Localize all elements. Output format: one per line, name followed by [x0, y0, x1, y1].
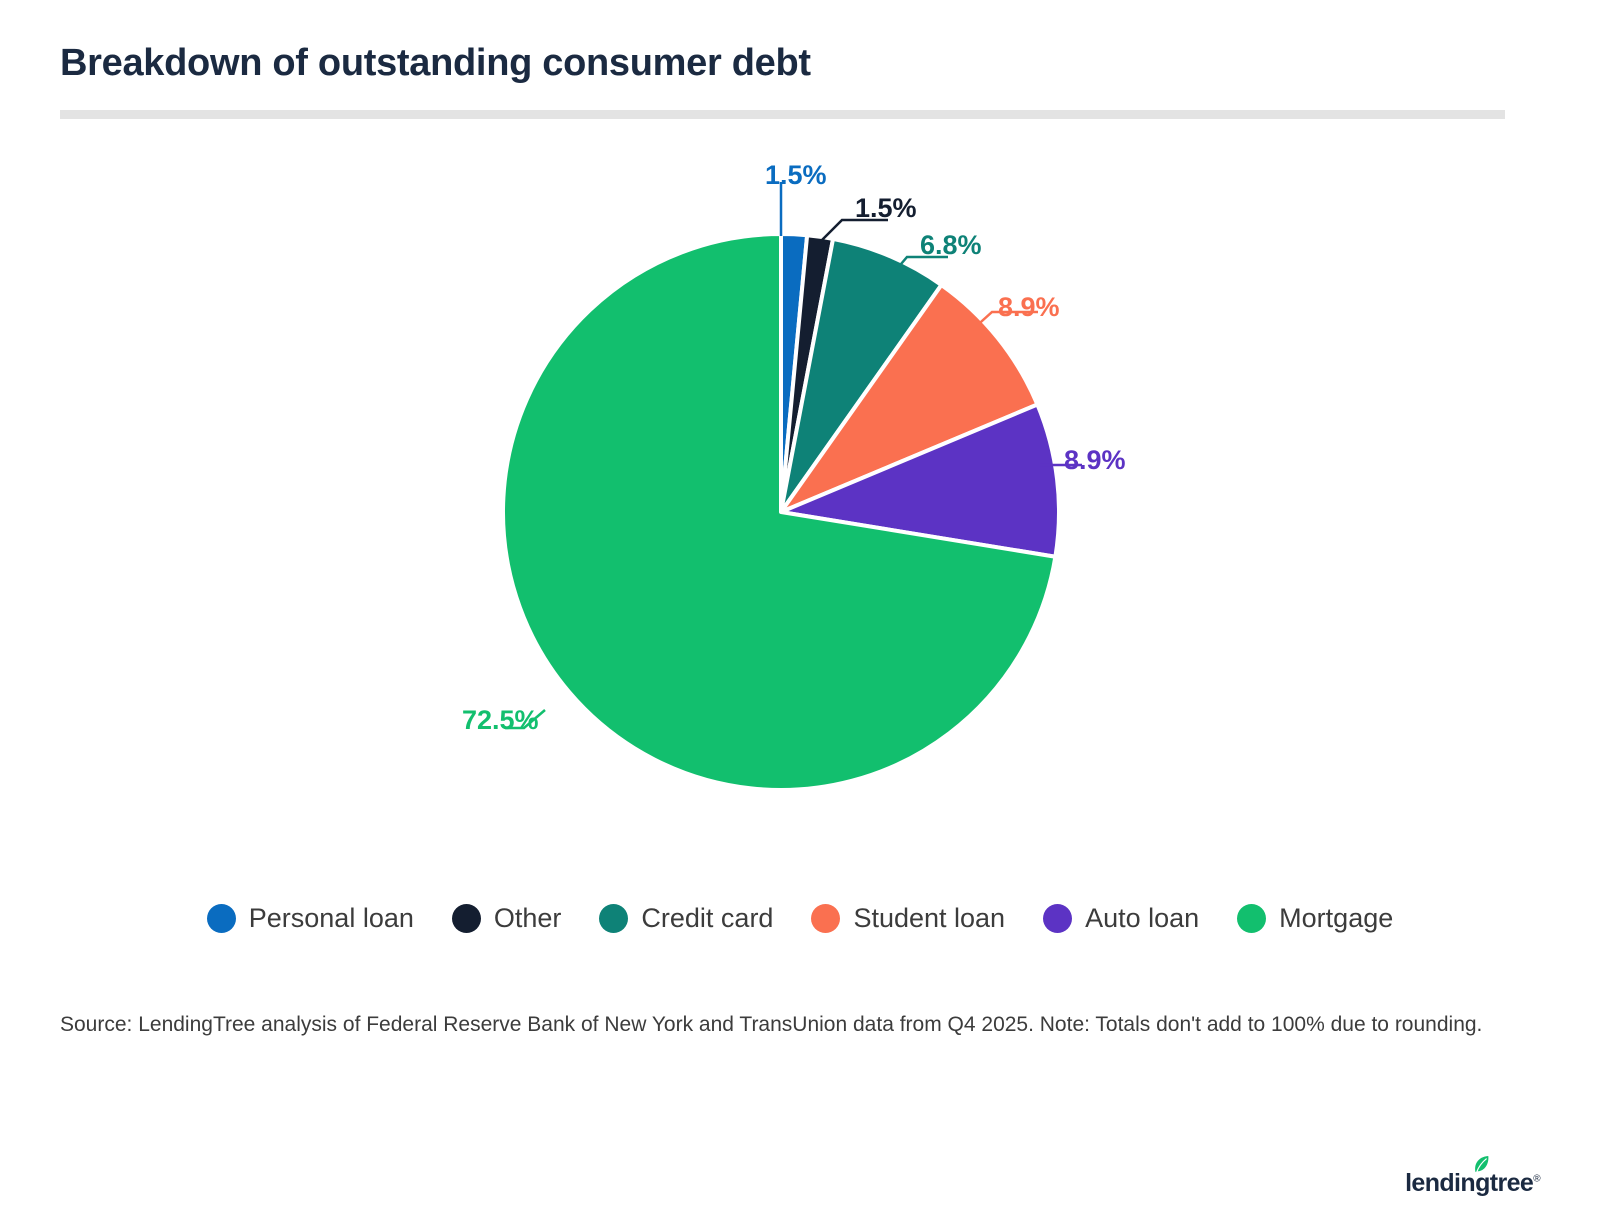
slice-label-mortgage: 72.5%: [462, 705, 539, 735]
pie-chart: 1.5% 1.5% 6.8% 8.9% 8.9% 72.5%: [0, 140, 1600, 880]
pie-leader-lines: [505, 182, 1082, 730]
legend-item[interactable]: Student loan: [811, 903, 1005, 934]
title-divider: [60, 110, 1505, 119]
pie-slices: [501, 232, 1061, 792]
slice-label-student-loan: 8.9%: [998, 292, 1060, 322]
legend-color-swatch: [206, 904, 236, 933]
legend-label: Credit card: [641, 903, 774, 933]
pie-chart-svg: [501, 182, 1082, 792]
page-title: Breakdown of outstanding consumer debt: [60, 42, 811, 84]
legend-label: Student loan: [853, 903, 1006, 933]
leader-line: [821, 218, 888, 241]
legend-color-swatch: [451, 904, 481, 933]
slice-label-credit-card: 6.8%: [920, 230, 982, 260]
legend-item[interactable]: Other: [451, 903, 562, 934]
legend-label: Auto loan: [1085, 903, 1200, 933]
leader-line: [889, 255, 948, 278]
legend-label: Other: [493, 903, 562, 933]
logo-text: lendingtree: [1405, 1169, 1534, 1197]
slice-label-other: 1.5%: [855, 193, 917, 223]
legend-label: Personal loan: [248, 903, 414, 933]
pie-slice[interactable]: [779, 402, 1061, 559]
legend-item[interactable]: Credit card: [599, 903, 773, 934]
legend-item[interactable]: Mortgage: [1237, 903, 1393, 934]
leader-line: [971, 310, 1038, 331]
leader-line: [505, 709, 546, 730]
source-note: Source: LendingTree analysis of Federal …: [60, 1013, 1483, 1036]
logo-wordmark: lendingtree®: [1405, 1156, 1541, 1197]
logo-trademark: ®: [1533, 1173, 1540, 1185]
leaf-icon: [1475, 1156, 1489, 1173]
legend-item[interactable]: Personal loan: [206, 903, 414, 934]
lendingtree-logo: lendingtree®: [1405, 1156, 1541, 1197]
pie-slice[interactable]: [779, 236, 944, 514]
legend-color-swatch: [1043, 904, 1073, 933]
pie-slice[interactable]: [501, 232, 1058, 792]
legend-color-swatch: [811, 904, 841, 933]
legend-item[interactable]: Auto loan: [1043, 903, 1199, 934]
legend-label: Mortgage: [1279, 903, 1394, 933]
slice-label-auto-loan: 8.9%: [1064, 445, 1126, 475]
legend-color-swatch: [1237, 904, 1267, 933]
slice-label-personal-loan: 1.5%: [765, 160, 827, 190]
chart-legend: Personal loan Other Credit card Student loa…: [0, 903, 1600, 934]
pie-slice[interactable]: [779, 282, 1040, 514]
legend-color-swatch: [599, 904, 629, 933]
